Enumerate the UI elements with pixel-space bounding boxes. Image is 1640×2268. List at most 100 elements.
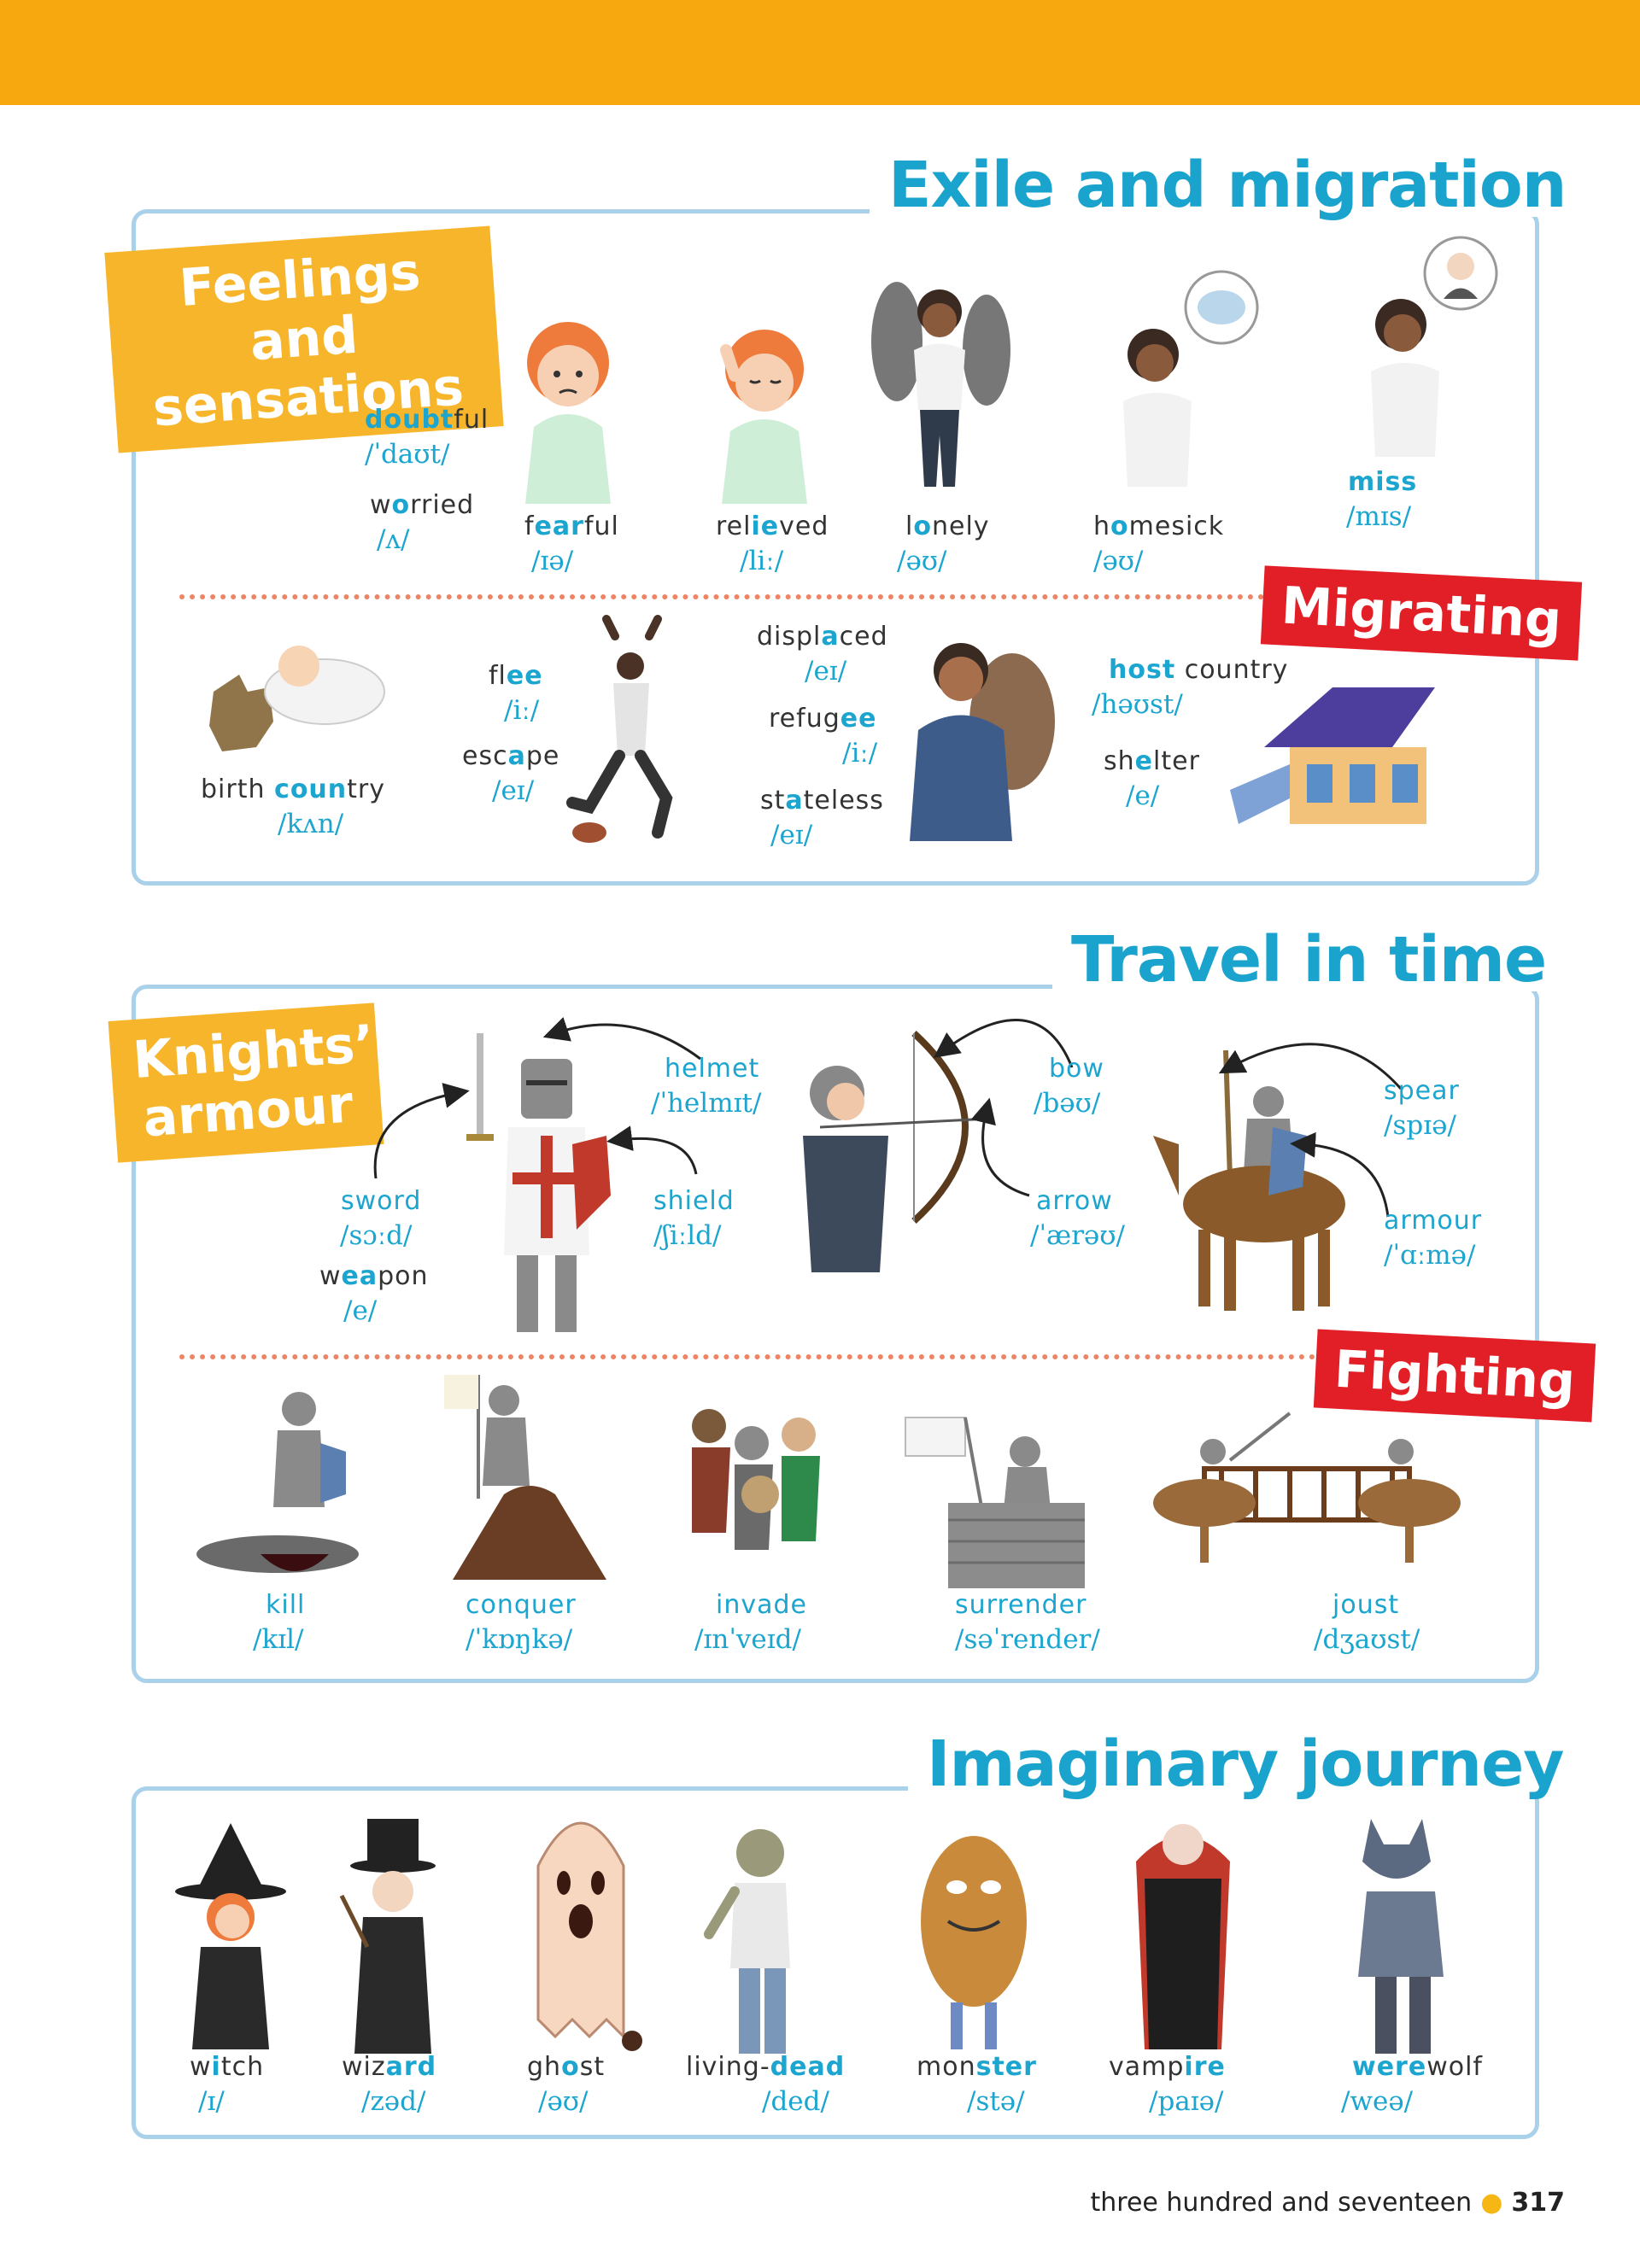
ipa-homesick: /əʊ/ bbox=[1093, 546, 1144, 576]
word-lonely: lonely bbox=[905, 511, 990, 541]
ipa-vampire: /paɪə/ bbox=[1149, 2086, 1224, 2117]
dotted-divider bbox=[179, 594, 1264, 599]
exile-section-title: Exile and migration bbox=[870, 154, 1585, 217]
word-shield: shield bbox=[653, 1186, 735, 1216]
ipa-fearful: /ɪə/ bbox=[531, 546, 574, 576]
word-monster: monster bbox=[917, 2052, 1037, 2082]
ipa-living-dead: /ded/ bbox=[762, 2086, 829, 2117]
shelter-house-illustration bbox=[1230, 687, 1435, 824]
ipa-doubtful: /ˈdaʊt/ bbox=[365, 439, 450, 470]
ipa-invade: /ɪnˈveɪd/ bbox=[694, 1624, 801, 1655]
word-doubtful: doubtful bbox=[365, 405, 489, 435]
word-kill: kill bbox=[266, 1590, 306, 1620]
footer-page-words: three hundred and seventeen bbox=[1090, 2188, 1473, 2218]
word-surrender: surrender bbox=[955, 1590, 1087, 1620]
word-stateless: stateless bbox=[760, 786, 884, 815]
word-armour: armour bbox=[1384, 1206, 1483, 1236]
word-helmet: helmet bbox=[665, 1054, 760, 1084]
ipa-stateless: /eɪ/ bbox=[770, 820, 813, 850]
word-weapon: weapon bbox=[319, 1261, 429, 1291]
ipa-witch: /ɪ/ bbox=[198, 2086, 225, 2117]
ipa-worried: /ʌ/ bbox=[377, 524, 410, 555]
ipa-armour: /ˈɑːmə/ bbox=[1384, 1240, 1476, 1271]
monster-illustration bbox=[921, 1836, 1027, 2049]
ipa-ghost: /əʊ/ bbox=[538, 2086, 589, 2117]
ipa-joust: /dʒaʊst/ bbox=[1314, 1624, 1420, 1655]
ipa-weapon: /e/ bbox=[343, 1295, 378, 1326]
doubtful-worried-girl-illustration bbox=[525, 322, 611, 504]
ipa-monster: /stə/ bbox=[967, 2086, 1025, 2117]
homesick-woman-illustration bbox=[1123, 270, 1259, 487]
archer-with-bow-illustration bbox=[803, 1031, 992, 1272]
surrender-illustration bbox=[905, 1417, 1085, 1588]
word-homesick: homesick bbox=[1093, 511, 1225, 541]
imaginary-section-title: Imaginary journey bbox=[908, 1733, 1583, 1796]
page-footer: three hundred and seventeen ● 317 bbox=[1091, 2188, 1566, 2218]
footer-page-number: 317 bbox=[1511, 2188, 1565, 2218]
joust-illustration bbox=[1153, 1412, 1461, 1563]
ipa-flee: /iː/ bbox=[504, 695, 540, 726]
travel-section-title: Travel in time bbox=[1052, 928, 1566, 991]
ipa-sword: /sɔːd/ bbox=[340, 1220, 413, 1251]
conquer-illustration bbox=[444, 1375, 606, 1580]
birth-country-baby-illustration bbox=[209, 646, 385, 751]
ipa-lonely: /əʊ/ bbox=[897, 546, 947, 576]
word-escape: escape bbox=[462, 741, 560, 771]
word-conquer: conquer bbox=[466, 1590, 577, 1620]
word-witch: witch bbox=[190, 2052, 265, 2082]
ipa-escape: /eɪ/ bbox=[492, 775, 535, 806]
ipa-miss: /mɪs/ bbox=[1346, 501, 1412, 532]
relieved-girl-illustration bbox=[720, 330, 807, 504]
miss-woman-illustration bbox=[1371, 236, 1498, 457]
word-werewolf: werewolf bbox=[1352, 2052, 1483, 2082]
knight-with-sword-and-shield-illustration bbox=[466, 1033, 611, 1332]
ipa-relieved: /liː/ bbox=[740, 546, 784, 576]
ipa-surrender: /səˈrender/ bbox=[955, 1624, 1100, 1655]
word-ghost: ghost bbox=[527, 2052, 606, 2082]
kill-illustration bbox=[196, 1392, 359, 1573]
word-vampire: vampire bbox=[1109, 2052, 1226, 2082]
ipa-refugee: /iː/ bbox=[842, 738, 878, 769]
vampire-illustration bbox=[1136, 1824, 1230, 2049]
living-dead-zombie-illustration bbox=[704, 1829, 790, 2054]
ipa-host-country: /həʊst/ bbox=[1092, 689, 1183, 720]
lonely-woman-illustration bbox=[871, 282, 1010, 487]
word-miss: miss bbox=[1348, 467, 1418, 497]
footer-bullet: ● bbox=[1480, 2188, 1503, 2218]
word-bow: bow bbox=[1049, 1054, 1104, 1084]
word-fearful: fearful bbox=[524, 511, 619, 541]
ghost-illustration bbox=[536, 1821, 642, 2051]
pointer-arrows bbox=[373, 1017, 1403, 1218]
ipa-arrow: /ˈærəʊ/ bbox=[1030, 1220, 1125, 1251]
word-arrow: arrow bbox=[1036, 1186, 1113, 1216]
word-spear: spear bbox=[1384, 1076, 1460, 1106]
ipa-wizard: /zəd/ bbox=[361, 2086, 426, 2117]
word-host-country: host country bbox=[1109, 655, 1289, 685]
ipa-kill: /kɪl/ bbox=[253, 1624, 304, 1655]
word-invade: invade bbox=[716, 1590, 807, 1620]
dotted-divider-2 bbox=[179, 1354, 1315, 1359]
word-relieved: relieved bbox=[716, 511, 829, 541]
ipa-helmet: /ˈhelmɪt/ bbox=[651, 1088, 762, 1119]
ipa-shield: /ʃiːld/ bbox=[653, 1220, 722, 1251]
ipa-birth-country: /kʌn/ bbox=[278, 809, 344, 839]
wizard-illustration bbox=[339, 1819, 436, 2054]
word-shelter: shelter bbox=[1104, 746, 1200, 776]
word-joust: joust bbox=[1332, 1590, 1400, 1620]
ipa-displaced: /eɪ/ bbox=[805, 656, 847, 687]
top-color-band bbox=[0, 0, 1640, 105]
invade-illustration bbox=[692, 1409, 820, 1550]
werewolf-illustration bbox=[1358, 1819, 1444, 2054]
word-flee: flee bbox=[489, 661, 543, 691]
word-birth-country: birth country bbox=[201, 775, 385, 804]
ipa-conquer: /ˈkɒŋkə/ bbox=[466, 1624, 573, 1655]
word-sword: sword bbox=[341, 1186, 422, 1216]
ipa-werewolf: /weə/ bbox=[1341, 2086, 1414, 2117]
word-displaced: displaced bbox=[757, 622, 888, 652]
witch-illustration bbox=[175, 1823, 286, 2049]
word-living-dead: living-dead bbox=[686, 2052, 846, 2082]
ipa-shelter: /e/ bbox=[1126, 780, 1160, 811]
ipa-bow: /bəʊ/ bbox=[1034, 1088, 1101, 1119]
word-refugee: refugee bbox=[769, 704, 877, 734]
flee-escape-man-illustration bbox=[566, 615, 673, 843]
